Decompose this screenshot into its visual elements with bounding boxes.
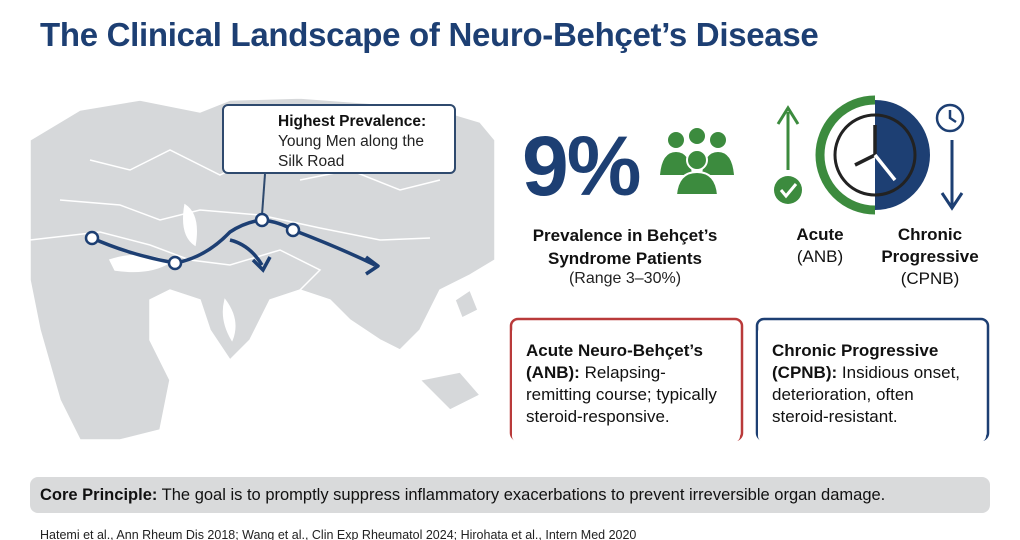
route-line (91, 218, 376, 267)
people-icon (660, 128, 734, 196)
course-icon (774, 95, 965, 215)
route-node (84, 230, 100, 246)
course-abbr: (CPNB) (900, 269, 960, 288)
clock-face (833, 113, 917, 197)
small-clock (935, 103, 965, 133)
clock-half (875, 100, 930, 210)
acute-box: Acute Neuro-Behçet’s (ANB): Relapsing-re… (512, 326, 740, 442)
chronic-box: Chronic Progressive (CPNB): Insidious on… (758, 326, 986, 442)
clock-half (815, 95, 876, 215)
check-mark (779, 183, 798, 199)
clock-hands (873, 153, 897, 182)
person (668, 132, 684, 148)
route-node (167, 255, 183, 271)
person (686, 149, 708, 171)
prevalence-label: Prevalence in Behçet’s Syndrome Patients (532, 226, 718, 268)
route-arrow (251, 256, 272, 273)
up-arrow (776, 105, 800, 125)
map-land (29, 231, 322, 291)
core-label: Core Principle: (40, 486, 158, 504)
route-node (285, 222, 301, 238)
prevalence-range: (Range 3–30%) (568, 270, 682, 287)
prevalence-stat: 9% (522, 119, 641, 213)
box-heading: Chronic Progressive (CPNB): (772, 341, 939, 382)
small-clock (948, 110, 957, 124)
box-text: Relapsing-remitting course; typically st… (526, 363, 717, 426)
person (660, 152, 692, 175)
person (674, 170, 720, 196)
map-land (59, 199, 431, 241)
route-node (254, 212, 270, 228)
box-heading: Acute Neuro-Behçet’s (ANB): (526, 341, 703, 382)
core-principle: Core Principle: The goal is to promptly … (30, 477, 990, 513)
course-name: Chronic Progressive (881, 225, 979, 266)
course-type: Chronic Progressive (CPNB) (870, 224, 990, 290)
course-name: Acute (796, 225, 844, 244)
map-land (418, 288, 482, 411)
references: Hatemi et al., Ann Rheum Dis 2018; Wang … (40, 528, 637, 540)
route-nodes (84, 212, 301, 271)
person (710, 132, 726, 148)
box-text: Insidious onset, deterioration, often st… (772, 363, 961, 426)
clock-hands (854, 125, 877, 167)
core-text: The goal is to promptly suppress inflamm… (161, 486, 886, 504)
course-abbr: (ANB) (796, 247, 844, 266)
person (689, 128, 705, 144)
route-line (229, 238, 264, 266)
callout-pointer (261, 173, 266, 216)
route-arrow (364, 255, 380, 276)
callout-heading: Highest Prevalence: (278, 113, 427, 130)
map-callout: Highest Prevalence: Young Men along the … (222, 104, 456, 174)
course-type: Acute (ANB) (770, 224, 870, 268)
person (702, 152, 734, 175)
check-badge (774, 176, 802, 204)
silk-road-route (91, 173, 380, 276)
down-arrow (940, 192, 964, 211)
title: The Clinical Landscape of Neuro-Behçet’s… (40, 16, 819, 53)
callout-text: Young Men along the Silk Road (278, 133, 424, 170)
